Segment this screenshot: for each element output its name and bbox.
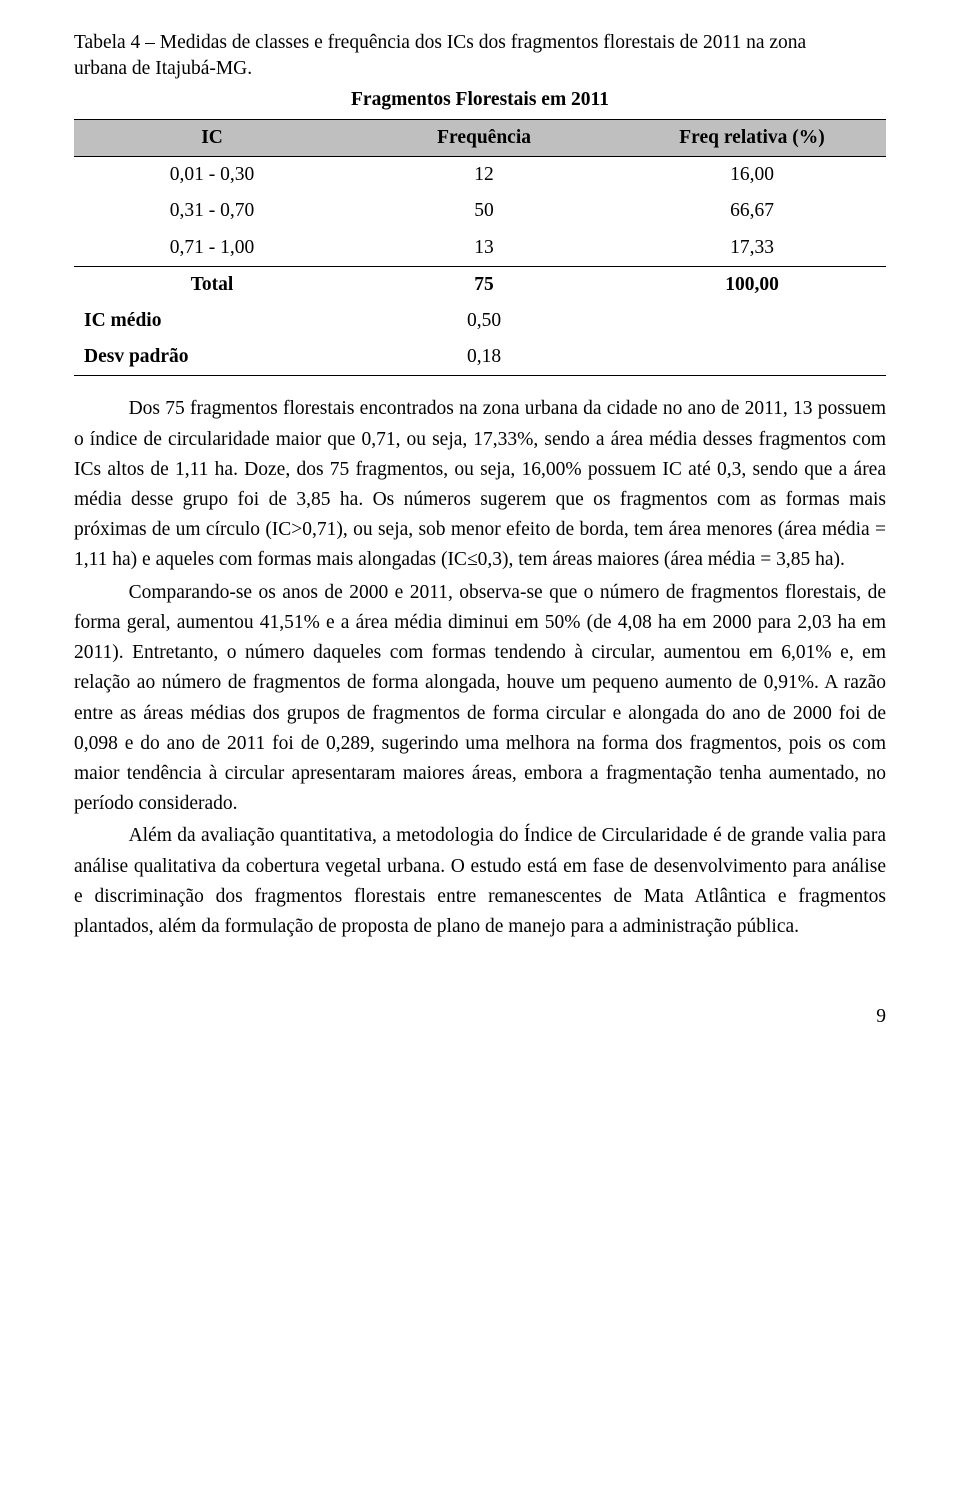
table-row: 0,31 - 0,70 50 66,67	[74, 193, 886, 229]
data-table: IC Frequência Freq relativa (%) 0,01 - 0…	[74, 119, 886, 377]
table-header-row: IC Frequência Freq relativa (%)	[74, 119, 886, 156]
cell-total-freqrel: 100,00	[618, 266, 886, 303]
cell-desv-label: Desv padrão	[74, 339, 350, 376]
table-row: 0,01 - 0,30 12 16,00	[74, 157, 886, 194]
cell-freq: 50	[350, 193, 618, 229]
table-footer-row: IC médio 0,50	[74, 303, 886, 339]
cell-freq: 13	[350, 230, 618, 267]
cell-icmedio-val: 0,50	[350, 303, 618, 339]
cell-freqrel: 16,00	[618, 157, 886, 194]
table-caption-line1: Tabela 4 – Medidas de classes e frequênc…	[74, 30, 886, 56]
cell-ic: 0,31 - 0,70	[74, 193, 350, 229]
col-freq-rel: Freq relativa (%)	[618, 119, 886, 156]
paragraph-3: Além da avaliação quantitativa, a metodo…	[74, 821, 886, 942]
page-container: Tabela 4 – Medidas de classes e frequênc…	[0, 0, 960, 1073]
page-number: 9	[74, 1002, 886, 1032]
cell-freq: 12	[350, 157, 618, 194]
table-subtitle: Fragmentos Florestais em 2011	[74, 85, 886, 115]
cell-freqrel: 17,33	[618, 230, 886, 267]
cell-icmedio-label: IC médio	[74, 303, 350, 339]
cell-empty	[618, 339, 886, 376]
paragraph-2: Comparando-se os anos de 2000 e 2011, ob…	[74, 578, 886, 820]
cell-empty	[618, 303, 886, 339]
col-freq: Frequência	[350, 119, 618, 156]
col-ic: IC	[74, 119, 350, 156]
cell-desv-val: 0,18	[350, 339, 618, 376]
table-footer-row: Desv padrão 0,18	[74, 339, 886, 376]
table-total-row: Total 75 100,00	[74, 266, 886, 303]
paragraph-1: Dos 75 fragmentos florestais encontrados…	[74, 394, 886, 575]
table-caption-line2: urbana de Itajubá-MG.	[74, 56, 886, 82]
cell-ic: 0,71 - 1,00	[74, 230, 350, 267]
table-row: 0,71 - 1,00 13 17,33	[74, 230, 886, 267]
cell-freqrel: 66,67	[618, 193, 886, 229]
cell-total-freq: 75	[350, 266, 618, 303]
cell-total-label: Total	[74, 266, 350, 303]
table-caption: Tabela 4 – Medidas de classes e frequênc…	[74, 30, 886, 115]
cell-ic: 0,01 - 0,30	[74, 157, 350, 194]
